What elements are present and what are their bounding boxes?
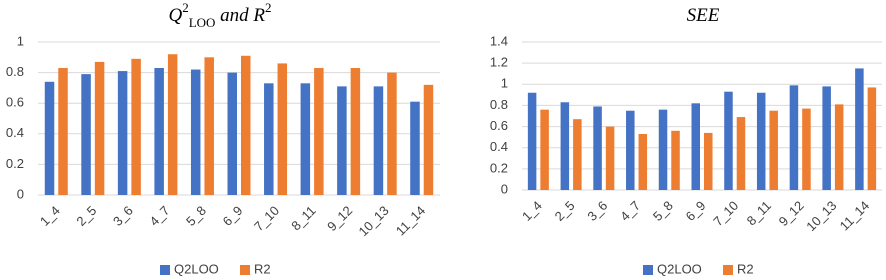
bar bbox=[350, 68, 361, 195]
x-tick-label: 7_10 bbox=[710, 198, 741, 229]
x-tick-label: 4_7 bbox=[147, 203, 173, 229]
legend-label: Q2LOO bbox=[174, 261, 219, 276]
x-tick-label: 6_9 bbox=[683, 198, 709, 224]
bar bbox=[204, 57, 214, 195]
title-part: and R bbox=[215, 5, 265, 26]
title-part: 2 bbox=[265, 0, 272, 15]
bar bbox=[410, 101, 420, 195]
bar bbox=[789, 85, 799, 190]
x-tick-label: 1_4 bbox=[37, 203, 63, 229]
bar bbox=[94, 61, 105, 195]
bar bbox=[691, 103, 700, 190]
x-tick-label: 2_5 bbox=[552, 198, 578, 224]
y-tick-label: 0.6 bbox=[6, 95, 24, 110]
bar bbox=[867, 87, 877, 190]
bar bbox=[264, 83, 274, 195]
y-tick-label: 0.6 bbox=[490, 118, 508, 133]
x-tick-label: 6_9 bbox=[220, 203, 246, 229]
x-tick-label: 9_12 bbox=[776, 198, 807, 229]
bar bbox=[756, 92, 766, 190]
title-part: Q bbox=[168, 5, 182, 26]
x-tick-label: 11_14 bbox=[837, 198, 872, 233]
bar bbox=[131, 58, 141, 195]
bar bbox=[671, 130, 680, 190]
x-tick-label: 8_11 bbox=[744, 198, 774, 228]
bar bbox=[822, 86, 831, 190]
y-tick-label: 0.8 bbox=[490, 97, 508, 112]
x-tick-label: 10_13 bbox=[803, 198, 839, 234]
x-tick-label: 9_12 bbox=[324, 203, 355, 234]
legend-label: Q2LOO bbox=[657, 261, 702, 276]
legend-label: R2 bbox=[254, 261, 271, 276]
bar bbox=[736, 117, 746, 190]
bar bbox=[44, 81, 55, 195]
y-tick-label: 0.2 bbox=[6, 156, 24, 171]
legend-label: R2 bbox=[737, 261, 754, 276]
bar bbox=[658, 109, 668, 190]
bar bbox=[834, 104, 844, 190]
bar bbox=[769, 110, 778, 190]
legend-swatch bbox=[643, 265, 653, 275]
chart: SEE 0 0.2 0.4 0.6 0.8 1 1.2 1.4 1_4 2_5 3_6 4_7 5_8 6_… bbox=[490, 5, 882, 276]
y-tick-label: 0.8 bbox=[6, 64, 24, 79]
legend-swatch bbox=[723, 265, 733, 275]
y-tick-label: 1 bbox=[501, 76, 508, 91]
x-tick-label: 4_7 bbox=[617, 198, 643, 224]
bar bbox=[573, 119, 582, 190]
y-tick-label: 1 bbox=[17, 33, 24, 48]
legend-swatch bbox=[160, 265, 170, 275]
legend-swatch bbox=[240, 265, 250, 275]
bar bbox=[277, 63, 288, 195]
bar bbox=[300, 83, 311, 195]
bar bbox=[560, 102, 570, 190]
bar bbox=[802, 108, 811, 190]
x-tick-label: 10_13 bbox=[356, 203, 392, 239]
bar bbox=[626, 110, 635, 190]
x-tick-label: 2_5 bbox=[73, 203, 99, 229]
x-tick-label: 3_6 bbox=[584, 198, 610, 224]
bar bbox=[241, 55, 251, 195]
title-part: LOO bbox=[189, 15, 216, 30]
bar bbox=[190, 69, 201, 195]
x-tick-label: 8_11 bbox=[288, 203, 318, 233]
x-tick-label: 5_8 bbox=[183, 203, 209, 229]
bar bbox=[373, 86, 384, 195]
chart-title: Q2LOO and R2 bbox=[168, 0, 271, 30]
x-tick-label: 5_8 bbox=[650, 198, 676, 224]
bar bbox=[605, 126, 615, 190]
x-tick-label: 3_6 bbox=[110, 203, 136, 229]
y-tick-label: 0.4 bbox=[6, 125, 24, 140]
title-part: SEE bbox=[687, 5, 720, 26]
y-tick-label: 0.4 bbox=[490, 139, 508, 154]
bar bbox=[167, 54, 178, 195]
bar bbox=[638, 133, 648, 190]
bar bbox=[81, 74, 91, 195]
bar bbox=[724, 91, 733, 190]
bar bbox=[855, 68, 864, 190]
bar bbox=[593, 106, 602, 190]
bar bbox=[540, 109, 549, 190]
y-tick-label: 1.4 bbox=[490, 33, 508, 48]
bar bbox=[314, 68, 324, 195]
x-tick-label: 7_10 bbox=[251, 203, 282, 234]
y-tick-label: 0 bbox=[17, 186, 24, 201]
bar bbox=[387, 72, 397, 195]
bar bbox=[423, 84, 434, 195]
bar bbox=[337, 86, 347, 195]
bar bbox=[117, 71, 128, 195]
bar bbox=[527, 92, 537, 190]
y-tick-label: 0 bbox=[501, 181, 508, 196]
x-tick-label: 1_4 bbox=[519, 198, 545, 224]
bar bbox=[227, 72, 237, 195]
bar bbox=[58, 68, 68, 195]
chart-title: SEE bbox=[687, 5, 720, 26]
y-tick-label: 1.2 bbox=[490, 55, 508, 70]
y-tick-label: 0.2 bbox=[490, 160, 508, 175]
bar bbox=[704, 132, 713, 190]
x-tick-label: 11_14 bbox=[393, 203, 428, 238]
bar bbox=[154, 68, 164, 195]
title-part: 2 bbox=[182, 0, 189, 15]
